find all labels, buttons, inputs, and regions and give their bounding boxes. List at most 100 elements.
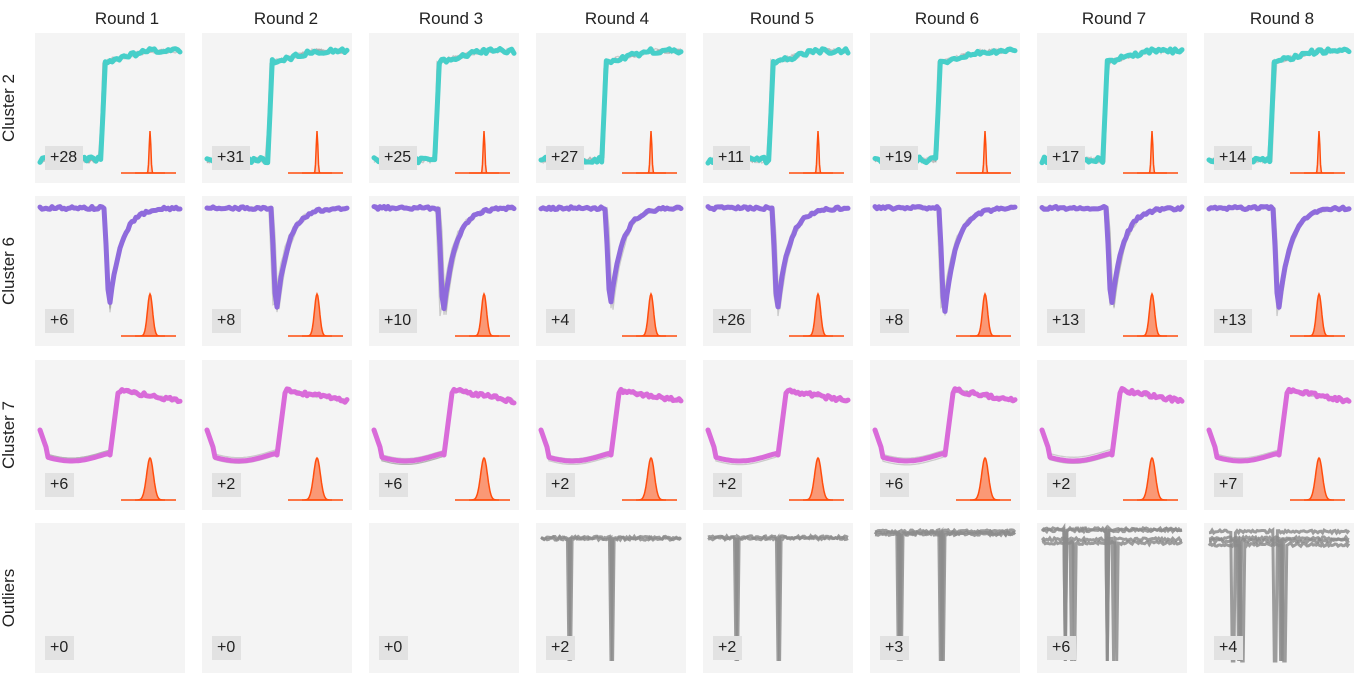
panel-cluster-7-round-1-count-badge: +6	[45, 473, 75, 497]
row-header-cluster-6: Cluster 6	[0, 236, 18, 306]
panel-cluster-6-round-4: +4	[536, 196, 686, 346]
panel-cluster-7-round-7: +2	[1037, 360, 1187, 510]
panel-outliers-round-1-count-badge: +0	[45, 636, 75, 660]
panel-cluster-7-round-5-centroid-line	[705, 387, 851, 464]
panel-cluster-7-round-2-plot	[204, 386, 350, 501]
panel-cluster-2-round-8-count-badge: +14	[1214, 146, 1253, 170]
panel-cluster-7-round-8: +7	[1204, 360, 1354, 510]
panel-cluster-2-round-7-count-badge: +17	[1047, 146, 1086, 170]
panel-cluster-2-round-5-inset-distribution	[803, 130, 833, 174]
panel-cluster-7-round-4: +2	[536, 360, 686, 510]
panel-cluster-7-round-8-plot	[1206, 386, 1352, 501]
panel-cluster-6-round-6-centroid-line	[872, 204, 1018, 314]
panel-cluster-7-round-3-inset-distribution	[469, 456, 499, 501]
panel-cluster-6-round-2-centroid-line	[204, 204, 350, 310]
panel-cluster-6-round-4-plot	[538, 204, 684, 337]
row-header-cluster-2: Cluster 2	[0, 73, 18, 143]
panel-cluster-2-round-4: +27	[536, 33, 686, 183]
column-header-round-6: Round 6	[914, 9, 980, 28]
panel-cluster-6-round-5-count-badge: +26	[713, 309, 752, 333]
panel-cluster-7-round-4-plot	[538, 386, 684, 501]
panel-cluster-7-round-2-inset-distribution	[302, 456, 332, 501]
column-header-round-4: Round 4	[584, 9, 650, 28]
panel-cluster-6-round-8-inset-distribution	[1304, 292, 1334, 337]
panel-cluster-7-round-4-centroid-line	[538, 386, 684, 464]
panel-outliers-round-5: +2	[703, 523, 853, 673]
panel-cluster-7-round-1: +6	[35, 360, 185, 510]
panel-cluster-2-round-2-count-badge: +31	[212, 146, 251, 170]
panel-cluster-6-round-8-plot	[1206, 204, 1352, 337]
panel-cluster-7-round-7-inset-distribution	[1137, 456, 1167, 501]
panel-outliers-round-8: +4	[1204, 523, 1354, 673]
panel-cluster-6-round-4-inset-distribution	[636, 292, 666, 337]
panel-cluster-2-round-3: +25	[369, 33, 519, 183]
panel-outliers-round-7-plot	[1040, 522, 1183, 662]
panel-outliers-round-7-count-badge: +6	[1047, 636, 1077, 660]
panel-cluster-6-round-7-centroid-line	[1039, 204, 1185, 305]
panel-cluster-6-round-7-inset-distribution	[1137, 292, 1167, 337]
panel-cluster-7-round-1-plot	[37, 387, 183, 501]
panel-outliers-round-8-count-badge: +4	[1214, 636, 1244, 660]
panel-outliers-round-6-outlier-trace	[873, 528, 1016, 662]
panel-cluster-6-round-1-plot	[37, 204, 183, 337]
panel-cluster-7-round-4-inset-distribution	[636, 456, 666, 501]
panel-cluster-6-round-5-inset-distribution	[803, 292, 833, 337]
panel-cluster-6-round-1-inset-distribution	[135, 292, 165, 337]
panel-cluster-7-round-7-centroid-line	[1039, 386, 1185, 464]
panel-outliers-round-6: +3	[870, 523, 1020, 673]
panel-cluster-2-round-8: +14	[1204, 33, 1354, 183]
panel-cluster-7-round-5-plot	[705, 387, 851, 501]
panel-outliers-round-3-count-badge: +0	[379, 636, 409, 660]
panel-cluster-6-round-6: +8	[870, 196, 1020, 346]
panel-cluster-6-round-6-inset-distribution	[970, 292, 1000, 337]
panel-cluster-7-round-3-centroid-line	[371, 386, 517, 464]
panel-cluster-7-round-3-count-badge: +6	[379, 473, 409, 497]
column-header-round-8: Round 8	[1249, 9, 1315, 28]
panel-cluster-6-round-3-centroid-line	[371, 204, 517, 312]
column-header-round-1: Round 1	[94, 9, 160, 28]
panel-cluster-2-round-1: +28	[35, 33, 185, 183]
panel-cluster-6-round-2-inset-distribution	[302, 292, 332, 337]
panel-cluster-6-round-5: +26	[703, 196, 853, 346]
panel-outliers-round-2-count-badge: +0	[212, 636, 242, 660]
panel-outliers-round-4-outlier-trace	[541, 533, 682, 662]
panel-cluster-6-round-5-centroid-line	[705, 204, 851, 310]
panel-cluster-6-round-1-centroid-line	[37, 204, 183, 305]
panel-cluster-7-round-5-inset-distribution	[803, 456, 833, 501]
panel-cluster-6-round-1: +6	[35, 196, 185, 346]
panel-cluster-6-round-7-count-badge: +13	[1047, 309, 1086, 333]
panel-cluster-7-round-1-centroid-line	[37, 387, 183, 464]
panel-cluster-2-round-6: +19	[870, 33, 1020, 183]
panel-cluster-7-round-6-inset-distribution	[970, 456, 1000, 501]
panel-outliers-round-6-count-badge: +3	[880, 636, 910, 660]
panel-cluster-6-round-2-count-badge: +8	[212, 309, 242, 333]
panel-cluster-7-round-6-plot	[872, 386, 1018, 501]
panel-cluster-2-round-5-count-badge: +11	[713, 146, 750, 170]
panel-cluster-7-round-1-inset-distribution	[135, 456, 165, 501]
panel-cluster-2-round-3-inset-distribution	[469, 130, 499, 174]
panel-cluster-2-round-1-count-badge: +28	[45, 146, 84, 170]
panel-outliers-round-4-plot	[540, 533, 682, 662]
panel-cluster-7-round-2-centroid-line	[204, 386, 350, 464]
panel-cluster-2-round-7: +17	[1037, 33, 1187, 183]
panel-cluster-7-round-8-centroid-line	[1206, 386, 1352, 464]
panel-cluster-7-round-8-count-badge: +7	[1214, 473, 1244, 497]
panel-outliers-round-4: +2	[536, 523, 686, 673]
panel-cluster-7-round-8-inset-distribution	[1304, 456, 1334, 501]
panel-cluster-2-round-8-inset-distribution	[1304, 130, 1334, 174]
panel-cluster-7-round-5-count-badge: +2	[713, 473, 743, 497]
panel-cluster-7-round-2: +2	[202, 360, 352, 510]
panel-outliers-round-7: +6	[1037, 522, 1187, 673]
panel-cluster-6-round-6-plot	[872, 204, 1018, 337]
panel-cluster-2-round-2-inset-distribution	[302, 130, 332, 174]
panel-cluster-2-round-4-count-badge: +27	[546, 146, 585, 170]
panel-cluster-7-round-2-count-badge: +2	[212, 473, 242, 497]
panel-cluster-7-round-4-count-badge: +2	[546, 473, 576, 497]
panel-outliers-round-1: +0	[35, 523, 185, 673]
panel-outliers-round-3: +0	[369, 523, 519, 673]
panel-outliers-round-5-plot	[707, 533, 849, 662]
column-header-round-5: Round 5	[749, 9, 815, 28]
panel-cluster-7-round-6-centroid-line	[872, 386, 1018, 464]
panel-cluster-7-round-6: +6	[870, 360, 1020, 510]
